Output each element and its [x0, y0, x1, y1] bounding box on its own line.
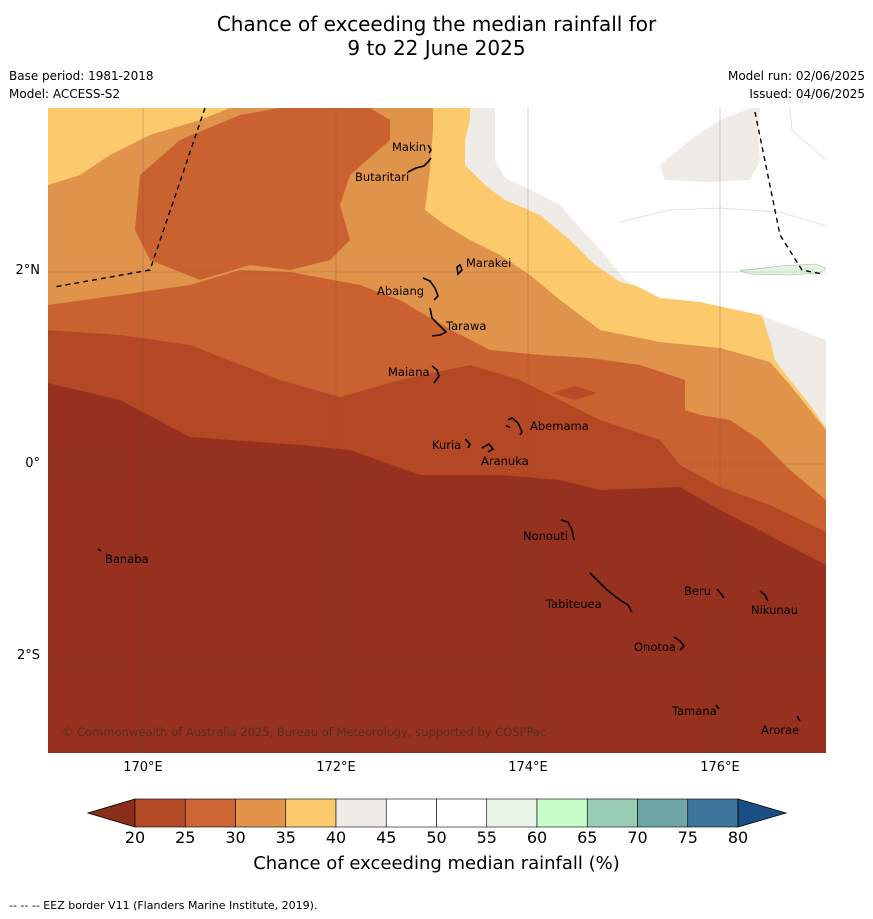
lon-label-172: 172°E [316, 760, 356, 775]
colorbar-cell [637, 798, 689, 828]
place-label: Abaiang [377, 284, 424, 298]
place-label: Nikunau [751, 603, 798, 617]
model-name: Model: ACCESS-S2 [9, 87, 121, 101]
colorbar-tick-label: 40 [325, 828, 347, 847]
model-run: Model run: 02/06/2025 [727, 69, 865, 83]
colorbar-cell [335, 798, 387, 828]
islands [97, 144, 801, 722]
island-marakei [456, 263, 463, 276]
copyright-notice: © Commonwealth of Australia 2025, Bureau… [62, 725, 546, 739]
place-label: Makin [392, 140, 426, 154]
eez-border-east [754, 111, 823, 275]
island-makin [427, 144, 432, 154]
island-kuria [464, 438, 471, 449]
colorbar-cells [86, 798, 788, 828]
place-label: Marakei [466, 256, 511, 270]
island-nonouti [560, 519, 575, 541]
colorbar-cell [436, 798, 488, 828]
issued-date: Issued: 04/06/2025 [749, 87, 865, 101]
island-abaiang [422, 277, 439, 301]
eez-border-west [53, 108, 206, 288]
place-labels: Makin Butaritari Marakei Abaiang Tarawa … [105, 140, 799, 737]
island-aranuka [481, 442, 495, 453]
place-label: Arorae [761, 723, 799, 737]
colorbar-cell [687, 798, 739, 828]
place-label: Kuria [432, 438, 461, 452]
base-period: Base period: 1981-2018 [9, 69, 154, 83]
zone-45-50-upper-patch [660, 108, 760, 182]
meta-right: Model run: 02/06/2025 Issued: 04/06/2025 [728, 67, 865, 103]
colorbar-tick-label: 30 [225, 828, 246, 847]
colorbar-tick-label: 60 [526, 828, 548, 847]
place-label: Maiana [388, 365, 430, 379]
colorbar-cell [235, 798, 287, 828]
place-label: Banaba [105, 552, 149, 566]
colorbar-tick-label: 80 [727, 828, 749, 847]
place-label: Butaritari [355, 170, 409, 184]
colorbar-cell [134, 798, 186, 828]
colorbar-title: Chance of exceeding median rainfall (%) [253, 853, 620, 874]
place-label: Tabiteuea [545, 597, 602, 611]
colorbar-cell [536, 798, 588, 828]
title-line-2: 9 to 22 June 2025 [347, 36, 526, 60]
place-label: Aranuka [481, 454, 529, 468]
lon-label-170: 170°E [123, 760, 163, 775]
lat-label-0: 0° [25, 456, 40, 471]
colorbar-cell [586, 798, 638, 828]
graticule [142, 108, 721, 753]
lat-label-2s: 2°S [16, 648, 40, 663]
island-abemama [505, 417, 523, 436]
zone-30-35-upper-patch [135, 108, 390, 280]
colorbar-cell [184, 798, 236, 828]
island-tarawa [429, 307, 448, 337]
parallels [48, 271, 826, 658]
island-tamana [715, 704, 720, 710]
colorbar-cell [285, 798, 337, 828]
island-tabiteuea [589, 572, 633, 613]
lat-label-2n: 2°N [15, 263, 41, 278]
colorbar-tick-label: 55 [476, 828, 497, 847]
island-butaritari [407, 157, 432, 173]
colorbar-arrow-high [737, 798, 788, 828]
colorbar-tick-label: 25 [175, 828, 196, 847]
place-label: Onotoa [634, 640, 676, 654]
lon-label-176: 176°E [700, 760, 740, 775]
island-onotoa [673, 636, 686, 651]
colorbar-tick-label: 35 [275, 828, 296, 847]
rainfall-map: Makin Butaritari Marakei Abaiang Tarawa … [48, 108, 826, 753]
place-label: Abemama [530, 419, 589, 433]
colorbar-tick-label: 50 [426, 828, 447, 847]
colorbar-cell [486, 798, 538, 828]
lon-label-174: 174°E [508, 760, 548, 775]
eez-footnote: -- -- -- EEZ border V11 (Flanders Marine… [9, 899, 318, 912]
place-label: Tamana [671, 704, 717, 718]
meta-left: Base period: 1981-2018 Model: ACCESS-S2 [9, 67, 154, 103]
zone-30-35-small-patch [552, 386, 597, 400]
colorbar-tick-label: 20 [124, 828, 146, 847]
island-maiana [431, 365, 440, 384]
colorbar-arrow-low [86, 798, 136, 828]
colorbar-tick-label: 75 [677, 828, 698, 847]
colorbar-tick-label: 45 [376, 828, 397, 847]
map-title: Chance of exceeding the median rainfall … [0, 12, 873, 60]
place-label: Nonouti [523, 529, 568, 543]
island-beru [716, 588, 725, 599]
eez-borders [53, 108, 823, 288]
colorbar-tick-label: 70 [627, 828, 648, 847]
island-banaba [97, 548, 102, 552]
place-label: Beru [684, 584, 711, 598]
title-line-1: Chance of exceeding the median rainfall … [216, 12, 657, 36]
colorbar-cell [385, 798, 437, 828]
colorbar-tick-label: 65 [577, 828, 598, 847]
island-arorae [796, 715, 801, 722]
place-label: Tarawa [445, 319, 486, 333]
island-nikunau [759, 590, 769, 602]
